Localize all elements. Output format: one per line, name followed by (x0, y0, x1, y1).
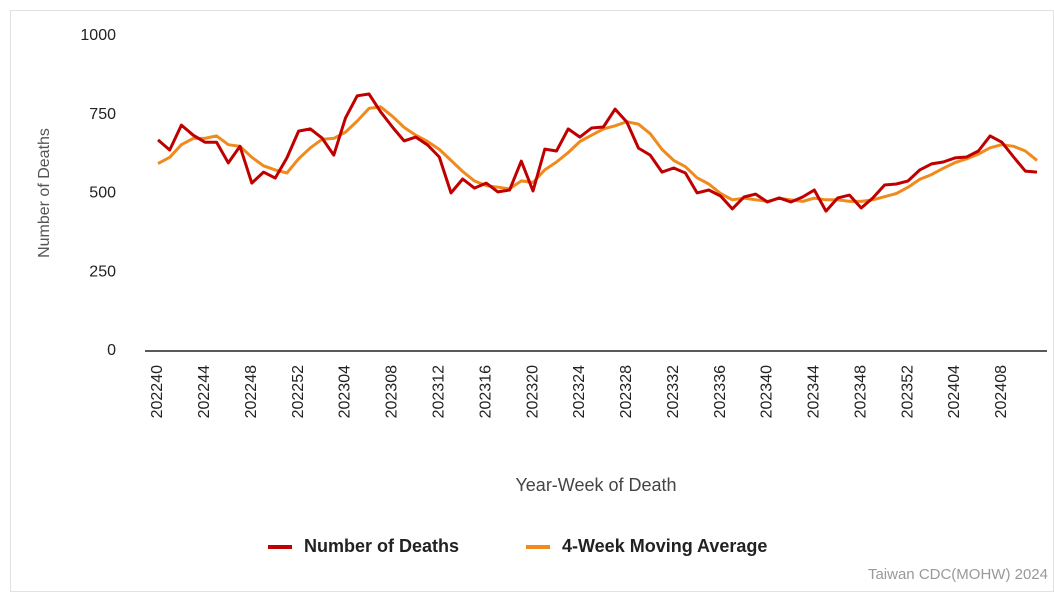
x-tick-label: 202404 (946, 365, 963, 418)
series-line (157, 92, 1038, 213)
x-tick-label: 202408 (993, 365, 1010, 418)
chart-frame (10, 10, 1054, 592)
series-line (157, 105, 1038, 203)
legend-label: Number of Deaths (304, 536, 459, 556)
x-tick-label: 202304 (337, 365, 354, 418)
y-axis-title: Number of Deaths (36, 128, 53, 258)
x-tick-label: 202344 (806, 365, 823, 418)
x-tick-label: 202308 (384, 365, 401, 418)
x-tick-label: 202320 (524, 365, 541, 418)
legend-label: 4-Week Moving Average (562, 536, 767, 556)
x-tick-label: 202312 (430, 365, 447, 418)
x-tick-label: 202340 (759, 365, 776, 418)
x-tick-label: 202332 (665, 365, 682, 418)
x-tick-label: 202244 (196, 365, 213, 418)
x-tick-label: 202352 (899, 365, 916, 418)
y-tick-label: 0 (107, 342, 116, 359)
x-tick-label: 202252 (290, 365, 307, 418)
x-tick-label: 202348 (852, 365, 869, 418)
y-tick-label: 1000 (80, 27, 116, 44)
x-tick-label: 202316 (477, 365, 494, 418)
x-tick-label: 202336 (712, 365, 729, 418)
x-tick-label: 202240 (149, 365, 166, 418)
y-tick-label: 500 (89, 185, 116, 202)
x-axis-title: Year-Week of Death (515, 475, 676, 495)
source-note: Taiwan CDC(MOHW) 2024 (868, 566, 1048, 583)
y-tick-label: 250 (89, 263, 116, 280)
x-tick-label: 202324 (571, 365, 588, 418)
x-tick-label: 202328 (618, 365, 635, 418)
y-tick-label: 750 (89, 106, 116, 123)
x-tick-label: 202248 (243, 365, 260, 418)
